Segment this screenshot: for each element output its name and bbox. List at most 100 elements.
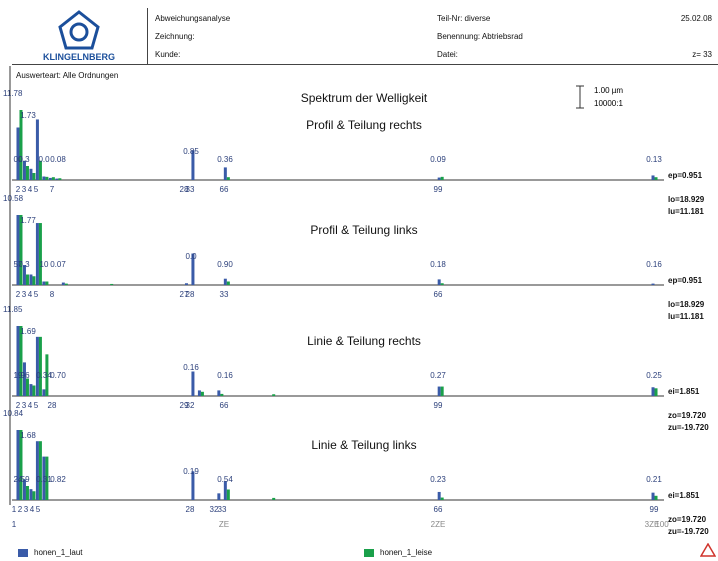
bar-value-label: 0.54: [217, 475, 233, 484]
bar-value-label: 1.69: [20, 327, 36, 336]
stat-label: ep=0.951: [668, 171, 703, 180]
bar-honen_1_leise: [440, 497, 444, 500]
legend-label-laut: honen_1_laut: [34, 548, 83, 557]
x-tick-label: 32: [186, 401, 195, 410]
report-header: KLINGELNBERG Abweichungsanalyse Zeichnun…: [12, 8, 718, 65]
bar-honen_1_laut: [29, 168, 33, 180]
bar-value-label: 0.27: [430, 371, 446, 380]
bar-value-label: 00: [14, 155, 23, 164]
bar-value-label: .59: [18, 475, 30, 484]
bar-honen_1_laut: [61, 282, 65, 285]
bar-honen_1_leise: [38, 160, 42, 180]
bar-honen_1_laut: [42, 389, 46, 396]
bar-honen_1_laut: [22, 479, 26, 500]
bar-honen_1_laut: [48, 177, 52, 180]
x-tick-label: 5: [34, 401, 39, 410]
bar-value-label: 0.36: [217, 155, 233, 164]
bar-honen_1_laut: [16, 430, 20, 500]
bar-honen_1_laut: [29, 384, 33, 396]
bar-honen_1_leise: [25, 166, 29, 180]
bar-value-label: 0.34: [36, 371, 52, 380]
x-tick-label: 27: [180, 290, 189, 299]
bar-honen_1_laut: [223, 481, 227, 500]
x-tick-label: 28: [186, 290, 195, 299]
x-tick-label: 66: [220, 185, 229, 194]
bar-value-label: 0.09: [430, 155, 446, 164]
bar-honen_1_laut: [22, 265, 26, 285]
bar-honen_1_leise: [45, 456, 49, 500]
clipped-peak-label: 10.58: [3, 194, 24, 203]
x-tick-label: 3: [22, 401, 27, 410]
clipped-peak-label: 10.84: [3, 409, 24, 418]
drawing-label: Zeichnung:: [155, 32, 195, 41]
legend-swatch-laut: [18, 548, 28, 557]
warning-triangle-icon: [700, 543, 716, 557]
stat-label: zu=-19.720: [668, 423, 709, 432]
bar-honen_1_laut: [223, 278, 227, 285]
bar-value-label: 0.90: [217, 260, 233, 269]
x-tick-label: 4: [28, 185, 33, 194]
bar-value-label: 0.31: [36, 475, 52, 484]
x-tick-label: 99: [434, 401, 443, 410]
bar-honen_1_leise: [226, 489, 230, 500]
bar-honen_1_laut: [16, 326, 20, 396]
bar-honen_1_leise: [654, 388, 658, 396]
x-tick-label: 5: [36, 505, 41, 514]
clipped-peak-label: 11.85: [3, 305, 23, 314]
bar-honen_1_leise: [38, 441, 42, 500]
file-label: Datei:: [437, 50, 458, 59]
x-tick-label: 4: [28, 401, 33, 410]
scale-ratio: 10000:1: [594, 99, 623, 108]
panel-subtitle: Profil & Teilung rechts: [306, 118, 422, 132]
bar-honen_1_leise: [272, 497, 276, 500]
x-tick-label: 29: [180, 401, 189, 410]
bar-honen_1_leise: [45, 281, 49, 285]
bottom-axis-label: 100: [655, 520, 669, 529]
bar-value-label: 0.19: [183, 467, 199, 476]
bar-honen_1_laut: [191, 371, 195, 396]
bar-honen_1_laut: [437, 491, 441, 500]
bar-honen_1_laut: [35, 119, 39, 180]
z-label: z= 33: [692, 50, 712, 59]
x-tick-label: 5: [34, 185, 39, 194]
bar-honen_1_laut: [217, 493, 221, 500]
x-tick-label: 2: [16, 290, 21, 299]
stat-label: ep=0.951: [668, 276, 703, 285]
x-tick-label: 3: [24, 505, 29, 514]
bar-honen_1_laut: [197, 390, 201, 396]
bar-honen_1_leise: [440, 176, 444, 180]
bar-honen_1_leise: [32, 491, 36, 500]
bar-value-label: 0.0: [185, 252, 197, 261]
bar-honen_1_laut: [223, 167, 227, 180]
scale-amplitude: 1.00 µm: [594, 86, 623, 95]
x-tick-label: 4: [30, 505, 35, 514]
bar-value-label: 0.16: [183, 363, 199, 372]
logo: KLINGELNBERG: [12, 8, 148, 64]
clipped-peak-label: 11.78: [3, 89, 23, 98]
bar-honen_1_leise: [25, 486, 29, 500]
bar-value-label: 0.3: [18, 155, 30, 164]
bar-honen_1_laut: [42, 176, 46, 180]
bar-honen_1_leise: [220, 393, 224, 396]
bar-honen_1_leise: [58, 178, 62, 180]
x-tick-label: 33: [186, 185, 195, 194]
bar-value-label: 1.68: [20, 431, 36, 440]
bar-honen_1_laut: [437, 177, 441, 180]
bar-honen_1_laut: [55, 178, 59, 180]
bar-honen_1_laut: [651, 175, 655, 180]
x-tick-label: 28: [48, 401, 57, 410]
x-tick-label: 99: [650, 505, 659, 514]
bar-honen_1_laut: [191, 150, 195, 180]
bar-honen_1_leise: [272, 394, 276, 396]
x-tick-label: 5: [34, 290, 39, 299]
designation-label: Benennung: Abtriebsrad: [437, 32, 523, 41]
bar-value-label: 0.3: [18, 260, 30, 269]
bar-value-label: 24: [14, 475, 23, 484]
bar-honen_1_laut: [22, 362, 26, 396]
legend-swatch-leise: [364, 548, 374, 557]
legend-label-leise: honen_1_leise: [380, 548, 433, 557]
bar-value-label: 57: [14, 260, 23, 269]
bar-honen_1_leise: [226, 281, 230, 285]
bar-value-label: 1.77: [20, 216, 36, 225]
bar-value-label: 0.18: [430, 260, 446, 269]
